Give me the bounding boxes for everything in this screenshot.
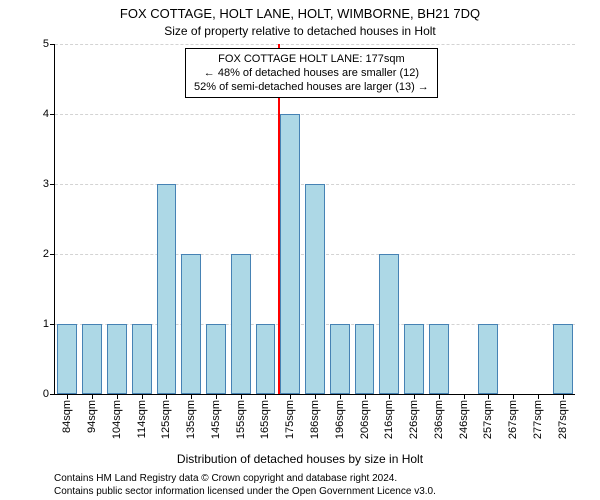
y-tick bbox=[50, 184, 55, 185]
y-tick-label: 0 bbox=[43, 388, 49, 400]
footer-attribution: Contains HM Land Registry data © Crown c… bbox=[54, 472, 436, 498]
x-tick bbox=[340, 394, 341, 399]
x-tick-label: 196sqm bbox=[334, 400, 346, 439]
x-tick bbox=[166, 394, 167, 399]
x-tick-label: 206sqm bbox=[359, 400, 371, 439]
x-tick bbox=[563, 394, 564, 399]
annotation-line-1: FOX COTTAGE HOLT LANE: 177sqm bbox=[194, 52, 429, 66]
x-tick-label: 145sqm bbox=[210, 400, 222, 439]
annotation-box: FOX COTTAGE HOLT LANE: 177sqm← 48% of de… bbox=[185, 48, 438, 99]
y-tick-label: 5 bbox=[43, 38, 49, 50]
x-tick bbox=[365, 394, 366, 399]
bar bbox=[404, 324, 424, 394]
x-tick-label: 277sqm bbox=[532, 400, 544, 439]
x-tick-label: 226sqm bbox=[408, 400, 420, 439]
footer-line-1: Contains HM Land Registry data © Crown c… bbox=[54, 472, 436, 485]
gridline bbox=[55, 44, 575, 45]
bar bbox=[305, 184, 325, 394]
x-tick-label: 267sqm bbox=[507, 400, 519, 439]
x-tick bbox=[290, 394, 291, 399]
x-tick-label: 125sqm bbox=[160, 400, 172, 439]
bar bbox=[330, 324, 350, 394]
x-tick bbox=[414, 394, 415, 399]
bar bbox=[256, 324, 276, 394]
x-tick-label: 165sqm bbox=[259, 400, 271, 439]
bar bbox=[132, 324, 152, 394]
bar bbox=[181, 254, 201, 394]
y-tick bbox=[50, 114, 55, 115]
chart-title: FOX COTTAGE, HOLT LANE, HOLT, WIMBORNE, … bbox=[0, 6, 600, 21]
x-axis-label: Distribution of detached houses by size … bbox=[0, 452, 600, 466]
y-tick-label: 3 bbox=[43, 178, 49, 190]
bar bbox=[355, 324, 375, 394]
x-tick-label: 236sqm bbox=[433, 400, 445, 439]
y-tick bbox=[50, 394, 55, 395]
x-tick bbox=[216, 394, 217, 399]
x-tick-label: 186sqm bbox=[309, 400, 321, 439]
x-tick-label: 175sqm bbox=[284, 400, 296, 439]
x-tick bbox=[67, 394, 68, 399]
chart-container: FOX COTTAGE, HOLT LANE, HOLT, WIMBORNE, … bbox=[0, 0, 600, 500]
bar bbox=[157, 184, 177, 394]
bar bbox=[231, 254, 251, 394]
gridline bbox=[55, 114, 575, 115]
bar bbox=[82, 324, 102, 394]
y-tick-label: 1 bbox=[43, 318, 49, 330]
bar bbox=[107, 324, 127, 394]
x-tick bbox=[389, 394, 390, 399]
y-tick-label: 2 bbox=[43, 248, 49, 260]
x-tick bbox=[191, 394, 192, 399]
y-tick-label: 4 bbox=[43, 108, 49, 120]
x-tick-label: 287sqm bbox=[557, 400, 569, 439]
x-tick-label: 155sqm bbox=[235, 400, 247, 439]
chart-subtitle: Size of property relative to detached ho… bbox=[0, 24, 600, 38]
plot-area: 01234584sqm94sqm104sqm114sqm125sqm135sqm… bbox=[54, 44, 575, 395]
annotation-line-3: 52% of semi-detached houses are larger (… bbox=[194, 80, 429, 94]
bar bbox=[478, 324, 498, 394]
annotation-line-2: ← 48% of detached houses are smaller (12… bbox=[194, 66, 429, 80]
x-tick-label: 257sqm bbox=[482, 400, 494, 439]
x-tick-label: 114sqm bbox=[136, 400, 148, 438]
bar bbox=[206, 324, 226, 394]
x-tick bbox=[142, 394, 143, 399]
y-tick bbox=[50, 254, 55, 255]
x-tick bbox=[439, 394, 440, 399]
x-tick bbox=[241, 394, 242, 399]
x-tick bbox=[488, 394, 489, 399]
x-tick bbox=[538, 394, 539, 399]
bar bbox=[553, 324, 573, 394]
x-tick-label: 246sqm bbox=[458, 400, 470, 439]
x-tick bbox=[265, 394, 266, 399]
x-tick bbox=[117, 394, 118, 399]
y-tick bbox=[50, 324, 55, 325]
x-tick bbox=[92, 394, 93, 399]
y-tick bbox=[50, 44, 55, 45]
bar bbox=[379, 254, 399, 394]
bar bbox=[57, 324, 77, 394]
x-tick-label: 84sqm bbox=[61, 400, 73, 433]
bar bbox=[280, 114, 300, 394]
bar bbox=[429, 324, 449, 394]
x-tick bbox=[464, 394, 465, 399]
x-tick-label: 216sqm bbox=[383, 400, 395, 439]
footer-line-2: Contains public sector information licen… bbox=[54, 485, 436, 498]
x-tick-label: 104sqm bbox=[111, 400, 123, 439]
x-tick bbox=[315, 394, 316, 399]
x-tick-label: 135sqm bbox=[185, 400, 197, 439]
x-tick-label: 94sqm bbox=[86, 400, 98, 433]
x-tick bbox=[513, 394, 514, 399]
